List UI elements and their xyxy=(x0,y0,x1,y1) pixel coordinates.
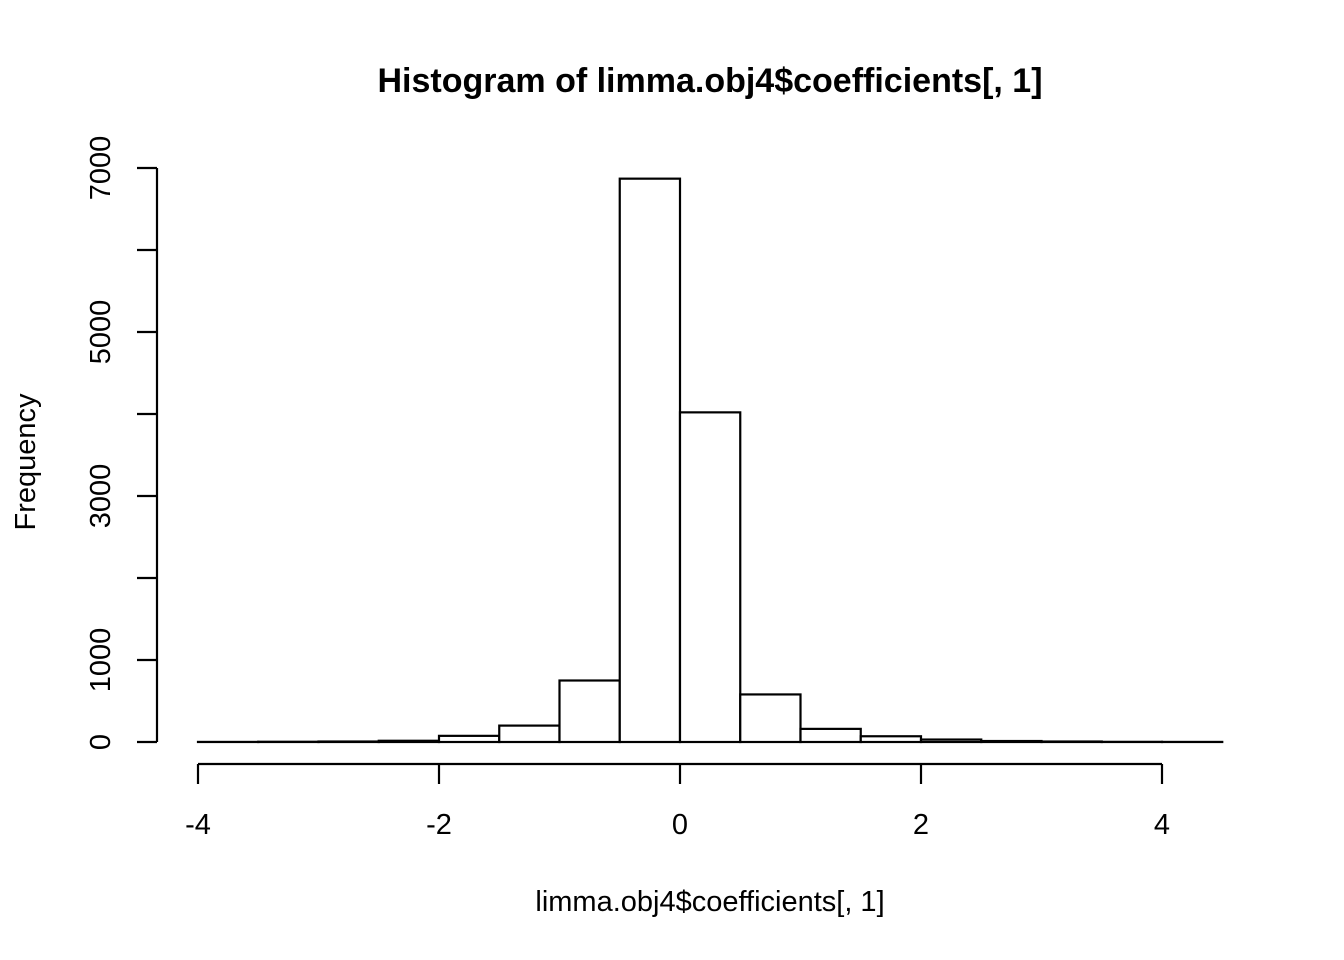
y-tick-label-1: 1000 xyxy=(85,628,117,693)
histogram-bar-6 xyxy=(558,679,621,744)
histogram-bar-8 xyxy=(678,411,742,744)
x-tick-label-0: -4 xyxy=(185,809,211,841)
x-axis-title: limma.obj4$coefficients[, 1] xyxy=(535,886,884,918)
histogram-bar-7 xyxy=(618,177,682,744)
x-tick-label-3: 2 xyxy=(913,809,929,841)
y-tick-label-0: 0 xyxy=(85,734,117,750)
y-axis: 0 1000 3000 5000 7000 xyxy=(85,136,159,750)
x-tick-label-1: -2 xyxy=(426,809,452,841)
bars-group xyxy=(196,177,1224,744)
x-tick-label-4: 4 xyxy=(1154,809,1170,841)
histogram-bar-5 xyxy=(498,724,561,744)
histogram-bar-3 xyxy=(377,739,441,744)
y-axis-title: Frequency xyxy=(10,393,42,531)
histogram-bar-11 xyxy=(859,735,923,744)
y-tick-label-2: 3000 xyxy=(85,464,117,529)
y-tick-label-3: 5000 xyxy=(85,300,117,365)
histogram-bar-12 xyxy=(919,738,983,744)
histogram-bar-10 xyxy=(799,727,862,744)
x-axis: -4 -2 0 2 4 xyxy=(185,762,1170,841)
histogram-bar-9 xyxy=(739,693,802,744)
chart-title: Histogram of limma.obj4$coefficients[, 1… xyxy=(377,62,1042,100)
histogram-bar-13 xyxy=(980,739,1043,744)
histogram-bar-4 xyxy=(437,734,501,744)
x-tick-label-2: 0 xyxy=(672,809,688,841)
y-tick-label-4: 7000 xyxy=(85,136,117,201)
